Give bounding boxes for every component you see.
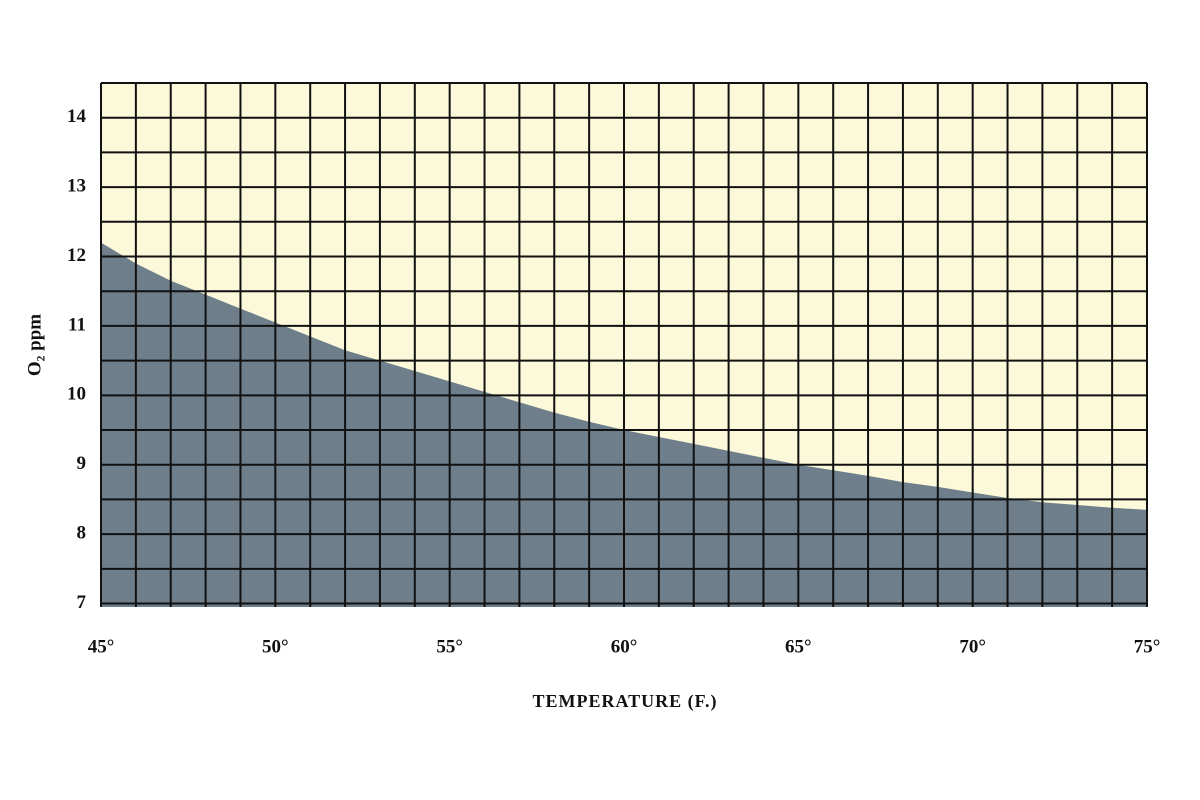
y-tick-label: 12 [67, 245, 86, 266]
x-tick-label: 55° [436, 636, 463, 657]
y-tick-label: 14 [67, 106, 87, 127]
y-tick-label: 11 [68, 314, 86, 335]
x-tick-label: 75° [1134, 636, 1161, 657]
y-tick-label: 7 [77, 592, 87, 613]
x-tick-label: 45° [88, 636, 115, 657]
area [101, 242, 1147, 607]
y-tick-label: 13 [67, 175, 86, 196]
y-tick-label: 10 [67, 384, 86, 405]
x-axis-label: TEMPERATURE (F.) [532, 691, 717, 712]
y-tick-label: 9 [77, 453, 87, 474]
y-tick-label: 8 [77, 522, 87, 543]
x-tick-label: 60° [611, 636, 638, 657]
x-tick-label: 50° [262, 636, 289, 657]
y-axis-label: O₂ ppm [24, 314, 45, 376]
x-tick-label: 65° [785, 636, 812, 657]
x-tick-label: 70° [959, 636, 986, 657]
